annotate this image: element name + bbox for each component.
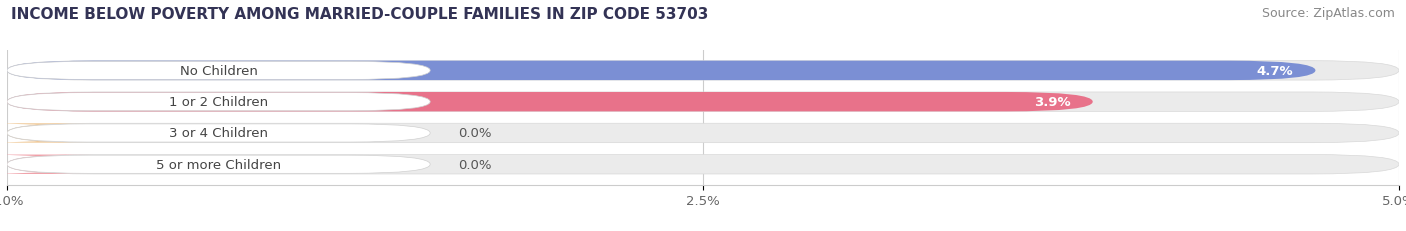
FancyBboxPatch shape — [7, 61, 1399, 81]
Text: INCOME BELOW POVERTY AMONG MARRIED-COUPLE FAMILIES IN ZIP CODE 53703: INCOME BELOW POVERTY AMONG MARRIED-COUPL… — [11, 7, 709, 22]
FancyBboxPatch shape — [0, 155, 93, 174]
FancyBboxPatch shape — [7, 61, 1316, 81]
FancyBboxPatch shape — [7, 124, 1399, 143]
Text: 1 or 2 Children: 1 or 2 Children — [169, 96, 269, 109]
Text: 4.7%: 4.7% — [1257, 65, 1294, 78]
FancyBboxPatch shape — [7, 155, 430, 173]
FancyBboxPatch shape — [7, 93, 1399, 112]
Text: 5 or more Children: 5 or more Children — [156, 158, 281, 171]
Text: 0.0%: 0.0% — [458, 158, 492, 171]
FancyBboxPatch shape — [7, 62, 430, 80]
Text: No Children: No Children — [180, 65, 257, 78]
FancyBboxPatch shape — [7, 93, 430, 111]
Text: 0.0%: 0.0% — [458, 127, 492, 140]
FancyBboxPatch shape — [7, 93, 1092, 112]
FancyBboxPatch shape — [7, 124, 430, 143]
Text: Source: ZipAtlas.com: Source: ZipAtlas.com — [1261, 7, 1395, 20]
FancyBboxPatch shape — [0, 124, 93, 143]
FancyBboxPatch shape — [7, 155, 1399, 174]
Text: 3.9%: 3.9% — [1033, 96, 1070, 109]
Text: 3 or 4 Children: 3 or 4 Children — [169, 127, 269, 140]
